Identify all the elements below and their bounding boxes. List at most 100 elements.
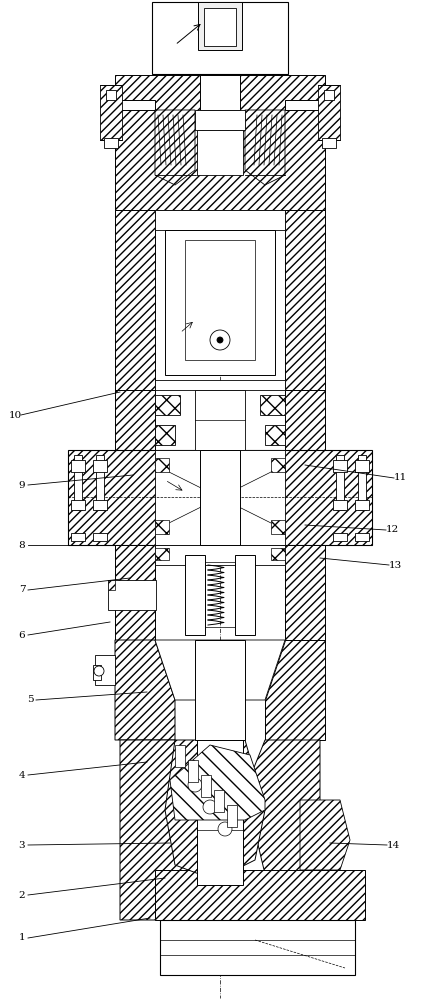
Text: 6: 6 — [18, 631, 26, 640]
Bar — [200, 450, 240, 545]
Circle shape — [203, 800, 217, 814]
Polygon shape — [155, 640, 285, 700]
Polygon shape — [115, 640, 175, 740]
Text: 12: 12 — [385, 526, 399, 534]
Bar — [358, 455, 366, 510]
Bar — [265, 425, 285, 445]
Polygon shape — [115, 75, 325, 210]
Polygon shape — [120, 740, 195, 920]
Bar — [333, 533, 347, 541]
Bar — [155, 520, 169, 534]
Bar — [355, 460, 369, 472]
Polygon shape — [115, 390, 155, 450]
Bar — [74, 455, 82, 510]
Text: 13: 13 — [389, 560, 402, 570]
Circle shape — [218, 822, 232, 836]
Bar — [188, 760, 198, 782]
Text: 1: 1 — [18, 934, 26, 942]
Bar — [195, 390, 245, 450]
Polygon shape — [155, 450, 285, 545]
Bar — [71, 500, 85, 510]
Circle shape — [188, 778, 202, 792]
Bar — [185, 555, 205, 635]
Bar — [271, 458, 285, 472]
Bar — [204, 8, 236, 46]
Bar — [93, 665, 101, 680]
Bar — [355, 500, 369, 510]
Polygon shape — [155, 110, 195, 185]
Bar — [333, 500, 347, 510]
Bar — [155, 380, 285, 390]
Bar — [155, 395, 180, 415]
Text: 9: 9 — [18, 481, 26, 489]
Bar — [271, 548, 285, 560]
Bar — [200, 75, 240, 110]
Bar — [155, 458, 169, 472]
Bar — [104, 138, 118, 148]
Bar — [155, 545, 285, 565]
Bar — [322, 138, 336, 148]
Bar — [260, 395, 285, 415]
Text: 14: 14 — [386, 840, 400, 850]
Polygon shape — [265, 640, 325, 740]
Bar — [336, 455, 344, 510]
Bar — [271, 520, 285, 534]
Text: 3: 3 — [18, 840, 26, 850]
Bar — [355, 533, 369, 541]
Bar — [96, 455, 104, 510]
Text: 4: 4 — [18, 770, 26, 780]
Bar — [93, 460, 107, 472]
Polygon shape — [115, 210, 155, 390]
Polygon shape — [170, 745, 265, 820]
Bar — [185, 240, 255, 360]
Polygon shape — [68, 450, 372, 545]
Bar — [318, 85, 340, 140]
Bar — [324, 90, 334, 100]
Bar — [106, 90, 116, 100]
Bar — [175, 745, 185, 767]
Bar — [152, 2, 288, 74]
Bar — [155, 425, 175, 445]
Polygon shape — [155, 870, 365, 920]
Polygon shape — [165, 740, 265, 880]
Polygon shape — [285, 210, 325, 390]
Bar — [155, 548, 169, 560]
Circle shape — [94, 666, 104, 676]
Bar — [227, 805, 237, 827]
Circle shape — [217, 337, 223, 343]
Text: 7: 7 — [18, 585, 26, 594]
Bar — [197, 130, 243, 175]
Bar — [235, 555, 255, 635]
Bar — [165, 230, 275, 375]
Bar — [108, 580, 156, 610]
Bar — [71, 533, 85, 541]
Bar — [214, 790, 224, 812]
Polygon shape — [115, 545, 155, 640]
Text: 5: 5 — [27, 696, 33, 704]
Bar — [201, 775, 211, 797]
Bar — [93, 533, 107, 541]
Bar — [71, 460, 85, 472]
Bar — [155, 210, 285, 230]
Polygon shape — [245, 110, 285, 185]
Bar — [333, 460, 347, 472]
Bar — [195, 640, 245, 740]
Polygon shape — [245, 740, 340, 895]
Text: 8: 8 — [18, 540, 26, 550]
Polygon shape — [285, 390, 325, 450]
Polygon shape — [300, 800, 350, 870]
Text: 10: 10 — [8, 410, 22, 420]
Bar — [160, 920, 355, 975]
Text: 2: 2 — [18, 890, 26, 900]
Polygon shape — [285, 545, 325, 640]
Bar — [195, 110, 245, 130]
Bar — [93, 500, 107, 510]
Circle shape — [210, 330, 230, 350]
Bar — [197, 740, 243, 885]
Bar — [100, 85, 122, 140]
Bar — [95, 655, 115, 685]
Polygon shape — [108, 580, 115, 590]
Bar — [205, 562, 235, 627]
Text: 11: 11 — [393, 474, 407, 483]
Bar — [198, 2, 242, 50]
